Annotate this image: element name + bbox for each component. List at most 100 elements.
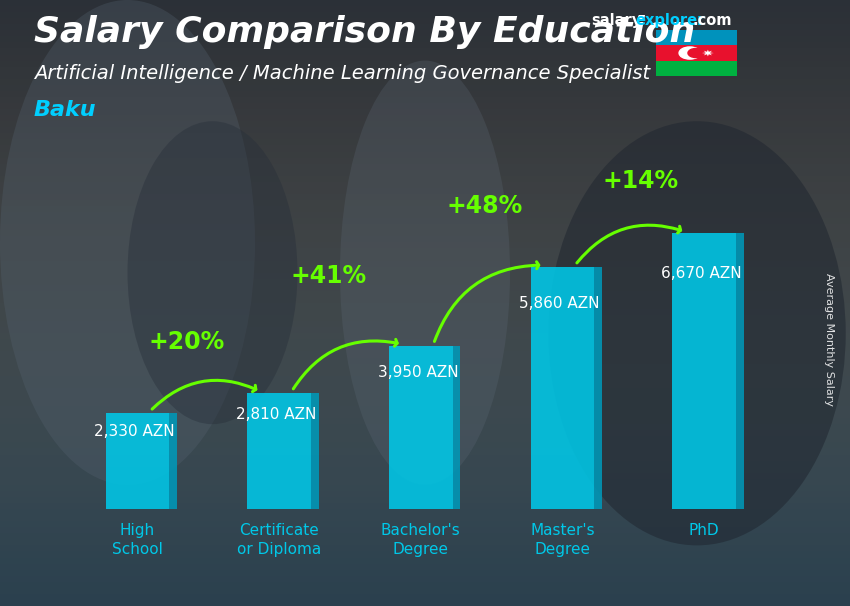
Bar <box>0 461 850 467</box>
Bar <box>0 121 850 127</box>
Bar <box>0 218 850 224</box>
Bar <box>0 479 850 485</box>
Bar <box>0 582 850 588</box>
Bar <box>0 473 850 479</box>
Ellipse shape <box>128 121 298 424</box>
Bar <box>0 351 850 358</box>
Bar <box>0 61 850 67</box>
Bar <box>0 333 850 339</box>
Bar <box>0 570 850 576</box>
Bar <box>0 485 850 491</box>
Bar <box>0 115 850 121</box>
Bar <box>0 176 850 182</box>
Ellipse shape <box>548 121 846 545</box>
Bar <box>0 133 850 139</box>
Bar <box>0 230 850 236</box>
Bar <box>0 182 850 188</box>
Bar <box>0 261 850 267</box>
Bar <box>0 97 850 103</box>
Bar <box>0 188 850 194</box>
Text: 6,670 AZN: 6,670 AZN <box>661 266 741 281</box>
Bar <box>530 267 594 509</box>
Bar <box>0 236 850 242</box>
Bar <box>0 370 850 376</box>
Bar <box>0 303 850 309</box>
Bar <box>0 436 850 442</box>
Bar <box>0 364 850 370</box>
Bar <box>0 164 850 170</box>
Bar <box>0 85 850 91</box>
Ellipse shape <box>0 0 255 485</box>
Bar <box>0 212 850 218</box>
Bar <box>0 551 850 558</box>
Text: .com: .com <box>693 13 732 28</box>
Bar <box>0 242 850 248</box>
Bar <box>0 545 850 551</box>
Bar <box>0 67 850 73</box>
Bar <box>594 267 602 509</box>
Bar <box>0 497 850 503</box>
Bar <box>0 406 850 412</box>
Bar <box>656 45 737 61</box>
Bar <box>0 430 850 436</box>
Bar <box>0 42 850 48</box>
Bar <box>0 454 850 461</box>
Bar <box>0 24 850 30</box>
Text: Average Monthly Salary: Average Monthly Salary <box>824 273 834 406</box>
Text: 3,950 AZN: 3,950 AZN <box>377 365 458 381</box>
Bar <box>0 73 850 79</box>
Bar <box>0 127 850 133</box>
Bar <box>736 233 744 509</box>
Bar <box>0 388 850 394</box>
Text: +14%: +14% <box>603 168 678 193</box>
Bar <box>0 0 850 6</box>
Polygon shape <box>702 50 714 56</box>
Text: +48%: +48% <box>446 193 523 218</box>
Bar <box>0 18 850 24</box>
Bar <box>311 393 319 509</box>
Bar <box>105 413 169 509</box>
Bar <box>0 424 850 430</box>
Bar <box>0 600 850 606</box>
Bar <box>0 327 850 333</box>
Bar <box>0 170 850 176</box>
Bar <box>0 285 850 291</box>
Bar <box>0 255 850 261</box>
Bar <box>0 467 850 473</box>
Bar <box>0 515 850 521</box>
Bar <box>0 412 850 418</box>
Bar <box>656 30 737 45</box>
Bar <box>0 224 850 230</box>
Bar <box>0 509 850 515</box>
Text: 5,860 AZN: 5,860 AZN <box>519 296 600 311</box>
Bar <box>0 527 850 533</box>
Bar <box>0 279 850 285</box>
Bar <box>0 376 850 382</box>
Bar <box>0 139 850 145</box>
Bar <box>0 267 850 273</box>
Bar <box>0 394 850 400</box>
Bar <box>0 418 850 424</box>
Bar <box>0 576 850 582</box>
Bar <box>0 30 850 36</box>
Bar <box>0 321 850 327</box>
Bar <box>0 291 850 297</box>
Bar <box>0 358 850 364</box>
Bar <box>0 273 850 279</box>
Text: Salary Comparison By Education: Salary Comparison By Education <box>34 15 695 49</box>
Text: +20%: +20% <box>149 330 225 354</box>
Bar <box>0 194 850 200</box>
Bar <box>0 442 850 448</box>
Bar <box>0 36 850 42</box>
Bar <box>0 564 850 570</box>
Bar <box>0 521 850 527</box>
Ellipse shape <box>340 61 510 485</box>
Bar <box>0 558 850 564</box>
Bar <box>0 12 850 18</box>
Bar <box>0 103 850 109</box>
Text: +41%: +41% <box>291 264 366 288</box>
Bar <box>0 200 850 206</box>
Bar <box>0 145 850 152</box>
Bar <box>452 345 460 509</box>
Circle shape <box>688 48 704 58</box>
